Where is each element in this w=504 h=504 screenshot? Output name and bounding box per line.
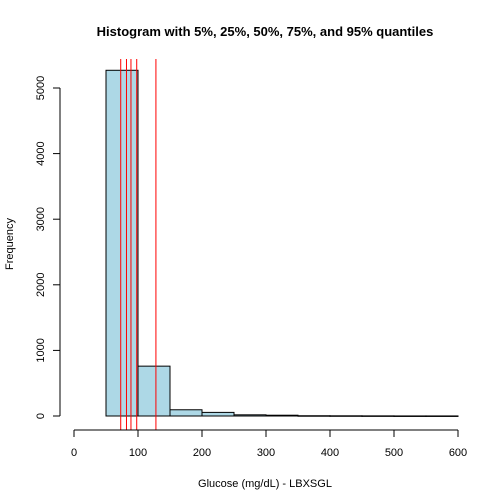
y-tick-label: 4000 [35,141,47,165]
histogram-bar [265,414,299,417]
x-tick-label: 200 [193,447,211,459]
histogram-bar [105,69,139,417]
chart-title: Histogram with 5%, 25%, 50%, 75%, and 95… [97,24,434,39]
x-tick-label: 0 [71,447,77,459]
y-tick-label: 5000 [35,76,47,100]
histogram-bar [233,414,267,417]
quantile-lines [120,59,157,430]
histogram-bars [105,69,459,417]
histogram-bar [169,409,203,417]
x-tick-label: 600 [449,447,467,459]
histogram-bar [361,415,395,417]
x-tick-label: 400 [321,447,339,459]
x-axis-label: Glucose (mg/dL) - LBXSGL [198,478,332,490]
x-tick-label: 300 [257,447,275,459]
histogram-bar [329,415,363,417]
y-axis: 0 1000 2000 3000 4000 5000 [35,76,61,419]
y-tick-label: 0 [35,413,47,419]
histogram-bar [425,415,459,417]
histogram-bar [201,411,235,417]
y-tick-label: 2000 [35,273,47,297]
histogram-bar [137,365,171,417]
x-tick-label: 100 [129,447,147,459]
histogram-bar [393,415,427,417]
y-tick-label: 1000 [35,338,47,362]
x-axis: 0 100 200 300 400 500 600 [71,429,467,459]
x-tick-label: 500 [385,447,403,459]
histogram-bar [297,415,331,417]
y-tick-label: 3000 [35,207,47,231]
y-axis-label: Frequency [4,218,16,270]
